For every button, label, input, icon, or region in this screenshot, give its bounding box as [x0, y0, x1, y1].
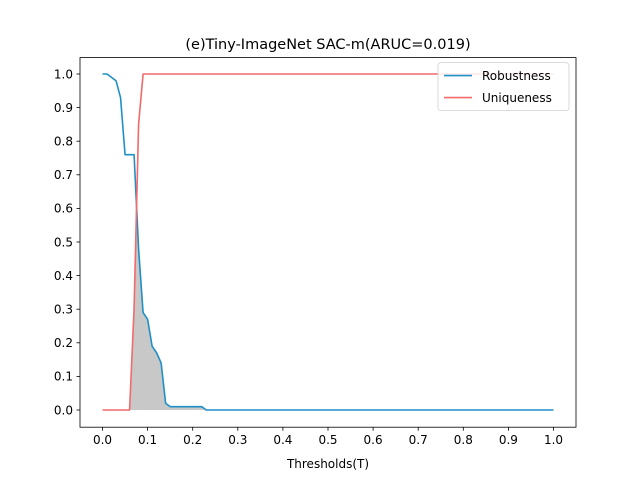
- y-tick-label: 0.6: [54, 202, 73, 216]
- legend: Robustness Uniqueness: [437, 62, 570, 111]
- x-axis: 0.0 0.1 0.2 0.3 0.4 0.5 0.6 0.7 0.8 0.9 1.0: [93, 427, 563, 447]
- x-tick-label: 0.8: [454, 433, 473, 447]
- legend-label: Uniqueness: [482, 91, 552, 105]
- series-line-robustness: [102, 73, 554, 411]
- x-tick-label: 0.4: [273, 433, 292, 447]
- legend-box: [437, 62, 570, 111]
- series-lines: [102, 73, 554, 411]
- y-tick-label: 0.4: [54, 269, 73, 283]
- overlap-fill: [102, 211, 554, 410]
- overlap-area: [102, 211, 554, 410]
- x-tick-label: 0.2: [183, 433, 202, 447]
- x-tick-label: 0.0: [93, 433, 112, 447]
- legend-label: Robustness: [482, 69, 551, 83]
- x-tick-label: 1.0: [544, 433, 563, 447]
- y-tick-label: 0.3: [54, 303, 73, 317]
- y-tick-label: 0.1: [54, 370, 73, 384]
- x-tick-label: 0.1: [138, 433, 157, 447]
- y-tick-label: 0.2: [54, 336, 73, 350]
- y-tick-label: 0.7: [54, 168, 73, 182]
- y-tick-label: 0.0: [54, 403, 73, 417]
- y-tick-label: 1.0: [54, 67, 73, 81]
- series-line-uniqueness: [102, 73, 554, 411]
- y-tick-label: 0.9: [54, 101, 73, 115]
- x-tick-label: 0.7: [409, 433, 428, 447]
- x-tick-label: 0.3: [228, 433, 247, 447]
- x-tick-label: 0.6: [364, 433, 383, 447]
- y-tick-label: 0.5: [54, 235, 73, 249]
- x-tick-label: 0.9: [499, 433, 518, 447]
- y-axis: 0.0 0.1 0.2 0.3 0.4 0.5 0.6 0.7 0.8 0.9 1.0: [54, 67, 80, 417]
- x-tick-label: 0.5: [318, 433, 337, 447]
- y-tick-label: 0.8: [54, 135, 73, 149]
- chart-title: (e)Tiny-ImageNet SAC-m(ARUC=0.019): [185, 37, 470, 53]
- x-axis-label: Thresholds(T): [286, 457, 369, 471]
